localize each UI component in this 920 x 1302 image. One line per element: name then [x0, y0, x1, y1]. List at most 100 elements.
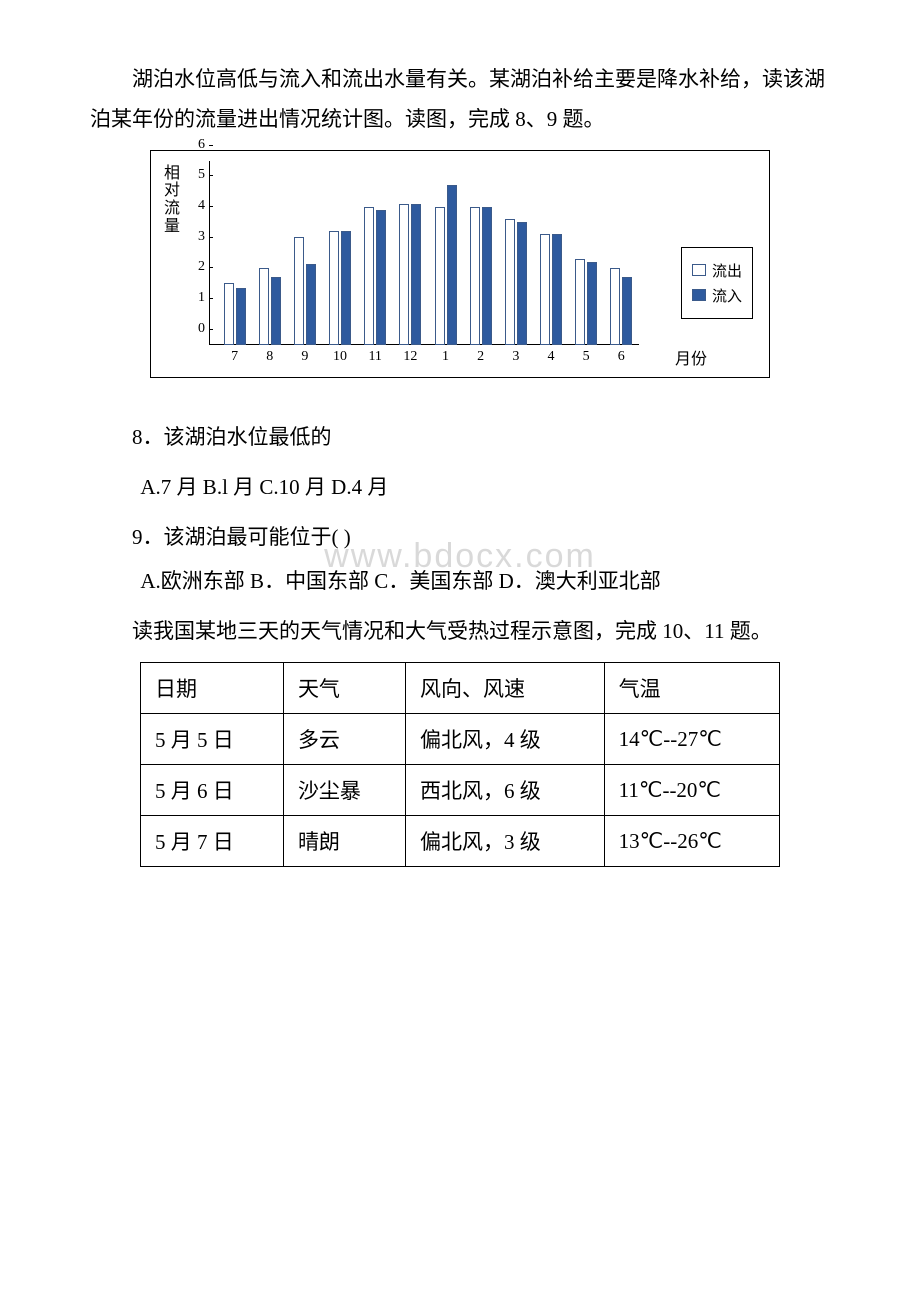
table-cell: 沙尘暴 [283, 765, 405, 816]
table-header-cell: 气温 [604, 663, 779, 714]
y-axis-label-char: 量 [164, 218, 180, 236]
bar-inflow [376, 210, 386, 345]
bar-outflow [610, 268, 620, 345]
table-row: 5 月 6 日沙尘暴西北风，6 级11℃--20℃ [141, 765, 780, 816]
x-tick-label: 5 [575, 349, 597, 371]
table-header-cell: 风向、风速 [405, 663, 604, 714]
bar-inflow [587, 262, 597, 345]
legend-row: 流入 [692, 285, 742, 306]
bar-outflow [505, 219, 515, 345]
bar-inflow [236, 288, 246, 345]
table-cell: 14℃--27℃ [604, 714, 779, 765]
bar-group [610, 268, 632, 345]
y-tick: 1 [187, 290, 205, 306]
x-tick-label: 4 [540, 349, 562, 371]
bar-group [470, 207, 492, 345]
y-axis-label-char: 流 [164, 200, 180, 218]
y-axis-label: 相对流量 [161, 161, 183, 371]
y-axis-line [209, 161, 210, 345]
page-root: 湖泊水位高低与流入和流出水量有关。某湖泊补给主要是降水补给，读该湖泊某年份的流量… [0, 0, 920, 907]
x-tick-label: 12 [399, 349, 421, 371]
bar-inflow [622, 277, 632, 344]
bar-group [435, 185, 457, 344]
bar-inflow [306, 264, 316, 345]
y-tick: 0 [187, 321, 205, 337]
bar-group [329, 231, 351, 344]
legend-swatch [692, 264, 706, 276]
weather-table: 日期天气风向、风速气温5 月 5 日多云偏北风，4 级14℃--27℃5 月 6… [140, 662, 780, 867]
question-8-options: A.7 月 B.l 月 C.10 月 D.4 月 [90, 468, 830, 508]
legend-label: 流入 [712, 285, 742, 306]
table-header-cell: 天气 [283, 663, 405, 714]
intro2-paragraph: 读我国某地三天的天气情况和大气受热过程示意图，完成 10、11 题。 [90, 612, 830, 652]
bar-group [505, 219, 527, 345]
y-tick: 4 [187, 198, 205, 214]
bar-inflow [447, 185, 457, 344]
chart-legend: 流出流入 [681, 247, 753, 319]
bar-group [540, 234, 562, 344]
bar-inflow [341, 231, 351, 344]
bar-groups [217, 161, 639, 345]
table-cell: 西北风，6 级 [405, 765, 604, 816]
bar-outflow [470, 207, 480, 345]
x-tick-label: 7 [224, 349, 246, 371]
bar-inflow [552, 234, 562, 344]
x-tick-labels: 789101112123456 [217, 349, 639, 371]
table-header-cell: 日期 [141, 663, 284, 714]
bar-inflow [517, 222, 527, 345]
bar-group [294, 237, 316, 344]
bar-inflow [482, 207, 492, 345]
bar-inflow [411, 204, 421, 345]
bar-outflow [259, 268, 269, 345]
x-tick-label: 1 [435, 349, 457, 371]
x-tick-label: 8 [259, 349, 281, 371]
y-tick: 6 [187, 137, 205, 153]
bar-group [399, 204, 421, 345]
question-9-options: A.欧洲东部 B．中国东部 C．美国东部 D．澳大利亚北部 [90, 562, 830, 602]
x-axis-title: 月份 [675, 345, 707, 369]
bar-outflow [294, 237, 304, 344]
table-cell: 5 月 6 日 [141, 765, 284, 816]
lake-flow-chart: 相对流量 789101112123456 月份 流出流入 0123456 [150, 150, 770, 378]
table-cell: 5 月 7 日 [141, 816, 284, 867]
table-cell: 偏北风，4 级 [405, 714, 604, 765]
legend-label: 流出 [712, 260, 742, 281]
bar-group [224, 283, 246, 344]
y-axis-label-char: 对 [164, 182, 180, 200]
intro-paragraph: 湖泊水位高低与流入和流出水量有关。某湖泊补给主要是降水补给，读该湖泊某年份的流量… [90, 60, 830, 140]
table-cell: 偏北风，3 级 [405, 816, 604, 867]
chart-plot: 789101112123456 月份 流出流入 0123456 [187, 161, 759, 371]
y-tick: 3 [187, 229, 205, 245]
x-tick-label: 6 [610, 349, 632, 371]
bar-outflow [329, 231, 339, 344]
legend-row: 流出 [692, 260, 742, 281]
y-axis-label-char: 相 [164, 165, 180, 183]
x-tick-label: 3 [505, 349, 527, 371]
table-cell: 晴朗 [283, 816, 405, 867]
x-tick-label: 9 [294, 349, 316, 371]
y-tick: 2 [187, 259, 205, 275]
chart-inner: 相对流量 789101112123456 月份 流出流入 0123456 [161, 161, 759, 371]
bar-outflow [364, 207, 374, 345]
x-tick-label: 11 [364, 349, 386, 371]
table-cell: 多云 [283, 714, 405, 765]
table-cell: 13℃--26℃ [604, 816, 779, 867]
weather-table-wrap: 日期天气风向、风速气温5 月 5 日多云偏北风，4 级14℃--27℃5 月 6… [140, 662, 780, 867]
y-tick: 5 [187, 167, 205, 183]
bar-group [364, 207, 386, 345]
x-tick-label: 10 [329, 349, 351, 371]
table-cell: 11℃--20℃ [604, 765, 779, 816]
bar-inflow [271, 277, 281, 344]
bar-outflow [399, 204, 409, 345]
table-header-row: 日期天气风向、风速气温 [141, 663, 780, 714]
x-tick-label: 2 [470, 349, 492, 371]
bar-outflow [575, 259, 585, 345]
bar-outflow [540, 234, 550, 344]
bar-group [575, 259, 597, 345]
bar-group [259, 268, 281, 345]
bar-outflow [435, 207, 445, 345]
legend-swatch [692, 289, 706, 301]
question-8: 8．该湖泊水位最低的 [90, 418, 830, 458]
bar-outflow [224, 283, 234, 344]
table-row: 5 月 5 日多云偏北风，4 级14℃--27℃ [141, 714, 780, 765]
